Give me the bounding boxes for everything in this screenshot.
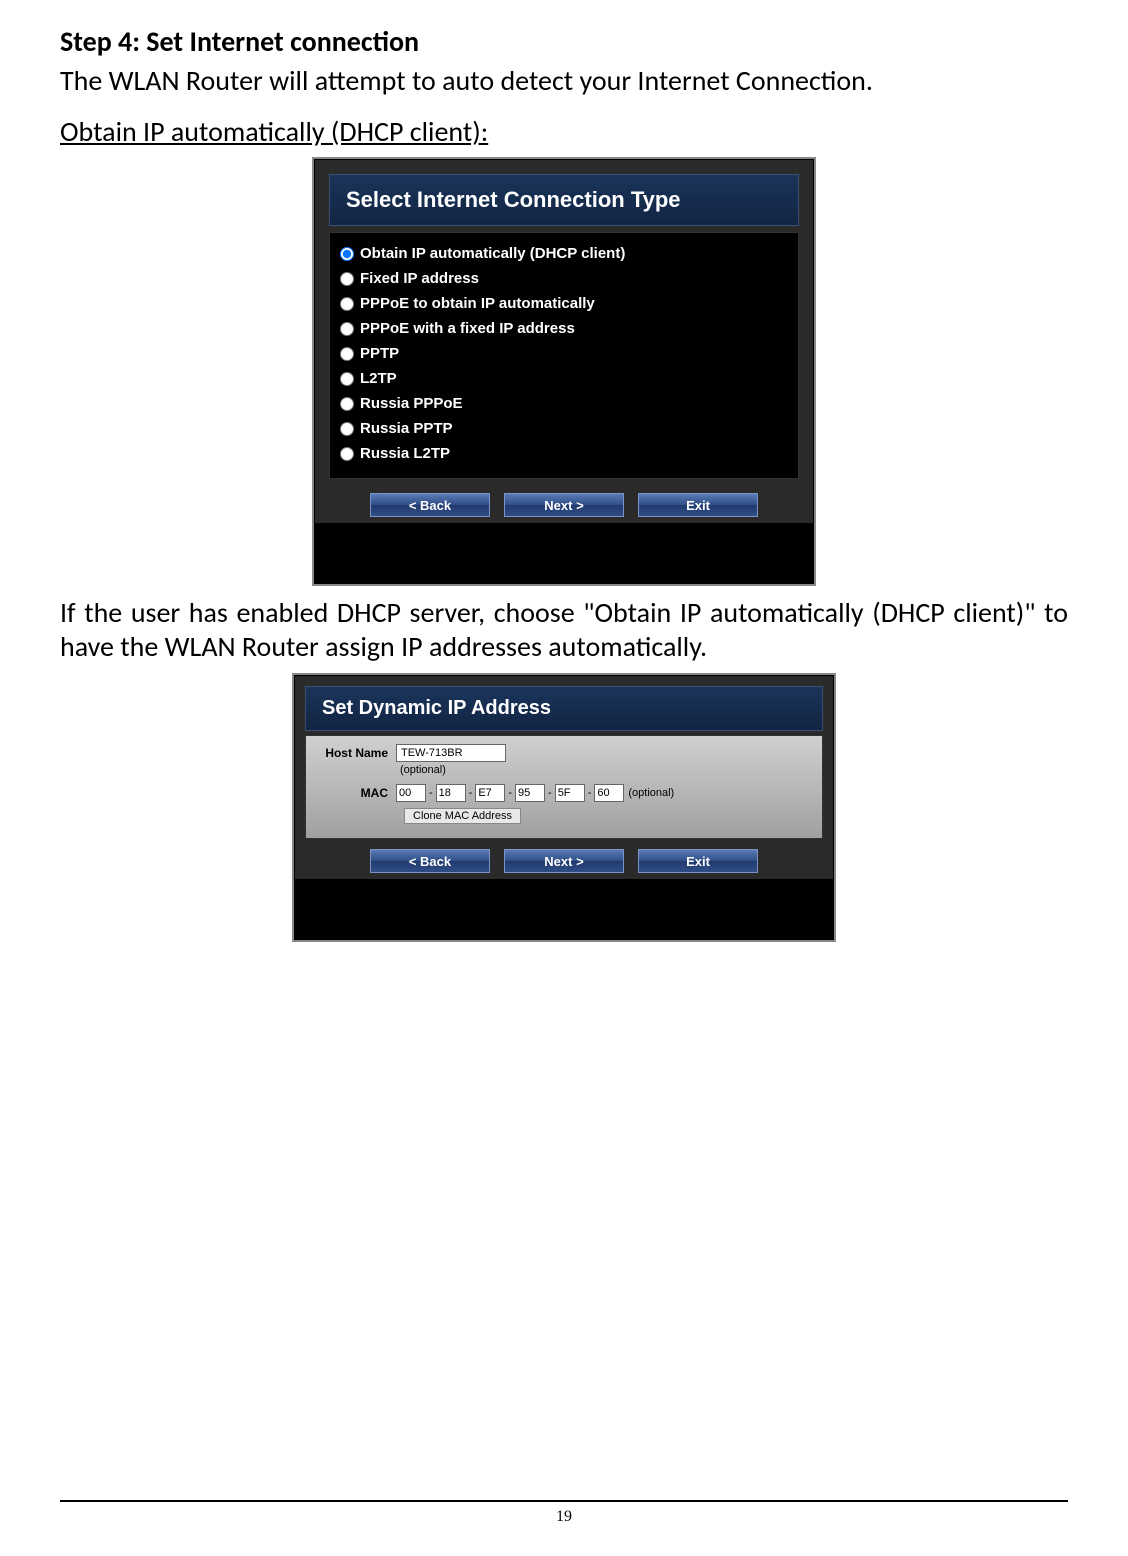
mac-separator: -: [508, 787, 512, 799]
dialog1-footer: [315, 523, 813, 583]
intro-text: The WLAN Router will attempt to auto det…: [60, 63, 1068, 98]
exit-button-2[interactable]: Exit: [638, 849, 758, 873]
dialog1-title: Select Internet Connection Type: [329, 174, 799, 226]
connection-type-label: PPPoE with a fixed IP address: [360, 320, 575, 337]
connection-type-option[interactable]: PPPoE to obtain IP automatically: [340, 291, 788, 316]
step-title: Step 4: Set Internet connection: [60, 24, 1068, 59]
connection-type-radio[interactable]: [340, 297, 354, 311]
connection-type-radio[interactable]: [340, 447, 354, 461]
connection-type-radio[interactable]: [340, 397, 354, 411]
exit-button[interactable]: Exit: [638, 493, 758, 517]
mac-fields: -----: [396, 784, 624, 802]
connection-type-radio[interactable]: [340, 272, 354, 286]
mac-octet-input[interactable]: [594, 784, 624, 802]
connection-type-label: Russia PPTP: [360, 420, 453, 437]
hostname-label: Host Name: [316, 746, 396, 760]
mac-separator: -: [429, 787, 433, 799]
dialog2-title: Set Dynamic IP Address: [305, 686, 823, 731]
dialog2-frame: Set Dynamic IP Address Host Name (option…: [292, 673, 836, 942]
mac-octet-input[interactable]: [555, 784, 585, 802]
mac-row: MAC - - - - - (optional): [316, 784, 812, 802]
hostname-optional: (optional): [400, 764, 446, 776]
connection-type-radio[interactable]: [340, 422, 354, 436]
connection-type-option[interactable]: Russia PPTP: [340, 416, 788, 441]
back-button-2[interactable]: < Back: [370, 849, 490, 873]
connection-type-label: Fixed IP address: [360, 270, 479, 287]
mac-label: MAC: [316, 786, 396, 800]
mac-optional: (optional): [628, 787, 674, 799]
dialog2: Set Dynamic IP Address Host Name (option…: [294, 675, 834, 940]
hostname-input[interactable]: [396, 744, 506, 762]
page-footer: 19: [60, 1500, 1068, 1526]
mac-separator: -: [588, 787, 592, 799]
connection-type-radio[interactable]: [340, 372, 354, 386]
mac-octet-input[interactable]: [396, 784, 426, 802]
section-subtitle: Obtain IP automatically (DHCP client):: [60, 114, 1068, 149]
dialog2-body: Host Name (optional) MAC - - - - - (optional…: [305, 735, 823, 839]
connection-type-option[interactable]: Obtain IP automatically (DHCP client): [340, 241, 788, 266]
dialog1-body: Obtain IP automatically (DHCP client) Fix…: [329, 232, 799, 479]
between-text: If the user has enabled DHCP server, cho…: [60, 596, 1068, 663]
next-button-2[interactable]: Next >: [504, 849, 624, 873]
connection-type-option[interactable]: Russia PPPoE: [340, 391, 788, 416]
connection-type-label: Russia PPPoE: [360, 395, 463, 412]
connection-type-radio[interactable]: [340, 322, 354, 336]
dialog2-wrap: Set Dynamic IP Address Host Name (option…: [60, 673, 1068, 942]
mac-octet-input[interactable]: [475, 784, 505, 802]
mac-separator: -: [548, 787, 552, 799]
connection-type-label: Russia L2TP: [360, 445, 450, 462]
connection-type-radio[interactable]: [340, 247, 354, 261]
back-button[interactable]: < Back: [370, 493, 490, 517]
hostname-row: Host Name: [316, 744, 812, 762]
connection-type-radio[interactable]: [340, 347, 354, 361]
connection-type-option[interactable]: PPPoE with a fixed IP address: [340, 316, 788, 341]
dialog1: Select Internet Connection Type Obtain I…: [314, 159, 814, 584]
dialog2-button-row: < Back Next > Exit: [295, 849, 833, 873]
clone-row: Clone MAC Address: [404, 808, 812, 824]
mac-octet-input[interactable]: [515, 784, 545, 802]
dialog2-footer: [295, 879, 833, 939]
mac-octet-input[interactable]: [436, 784, 466, 802]
connection-type-option[interactable]: Russia L2TP: [340, 441, 788, 466]
dialog1-frame: Select Internet Connection Type Obtain I…: [312, 157, 816, 586]
connection-type-option[interactable]: Fixed IP address: [340, 266, 788, 291]
connection-type-option[interactable]: PPTP: [340, 341, 788, 366]
connection-type-label: PPTP: [360, 345, 399, 362]
dialog1-wrap: Select Internet Connection Type Obtain I…: [60, 157, 1068, 586]
mac-separator: -: [469, 787, 473, 799]
dialog1-button-row: < Back Next > Exit: [315, 493, 813, 517]
connection-type-option[interactable]: L2TP: [340, 366, 788, 391]
clone-mac-button[interactable]: Clone MAC Address: [404, 808, 521, 824]
page-number: 19: [556, 1508, 572, 1525]
hostname-optional-row: (optional): [316, 764, 812, 776]
connection-type-label: PPPoE to obtain IP automatically: [360, 295, 595, 312]
connection-type-label: L2TP: [360, 370, 397, 387]
next-button[interactable]: Next >: [504, 493, 624, 517]
connection-type-label: Obtain IP automatically (DHCP client): [360, 245, 625, 262]
